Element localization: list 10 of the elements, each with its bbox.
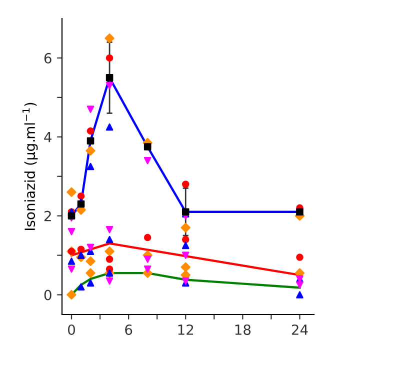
y-tick-label: 0: [44, 290, 52, 300]
x-tick-label: 0: [68, 324, 76, 335]
y-tick-label: 2: [44, 210, 51, 222]
x-tick-label: 18: [235, 324, 251, 335]
y-axis-title: Isoniazid (µg.ml$^{−1}$): [22, 102, 38, 230]
y-tick-label: 4: [44, 132, 52, 142]
x-tick-label: 12: [178, 324, 194, 335]
x-tick-label: 24: [292, 324, 308, 335]
x-tick-label: 6: [125, 324, 132, 335]
y-tick-label: 6: [44, 52, 52, 64]
